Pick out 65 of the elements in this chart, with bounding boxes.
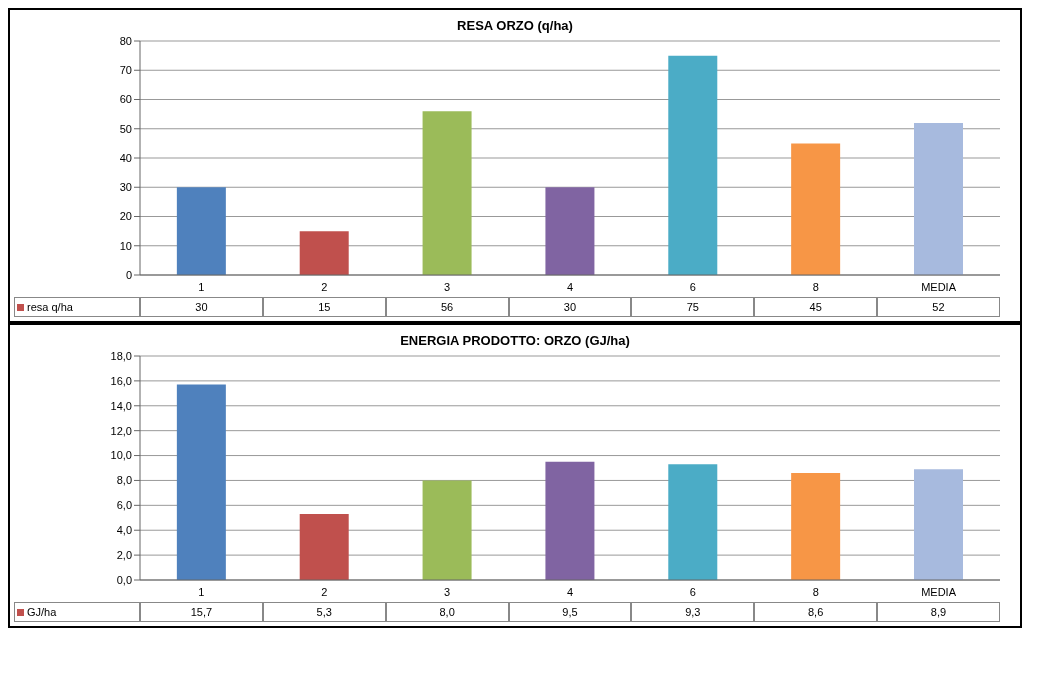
x-tick-label: 2 — [321, 280, 328, 293]
x-tick-label: 8 — [812, 585, 819, 598]
bar — [545, 461, 595, 580]
x-tick-label: 4 — [566, 585, 574, 598]
data-label: 8,9 — [877, 602, 1000, 622]
chart-title: RESA ORZO (q/ha) — [457, 18, 573, 33]
chart-title: ENERGIA PRODOTTO: ORZO (GJ/ha) — [400, 333, 630, 348]
data-label: 45 — [754, 297, 878, 317]
bar — [422, 480, 472, 580]
data-label: 52 — [877, 297, 1000, 317]
x-tick-label: MEDIA — [921, 585, 957, 598]
bar — [914, 122, 963, 275]
legend-label: resa q/ha — [27, 301, 73, 313]
y-tick-label: 12,0 — [110, 424, 132, 437]
bar — [299, 514, 349, 580]
y-tick-label: 10,0 — [110, 449, 132, 462]
legend-label: GJ/ha — [27, 606, 57, 618]
bar — [914, 469, 963, 580]
y-tick-label: 70 — [119, 64, 132, 77]
x-tick-label: MEDIA — [921, 280, 957, 293]
data-label: 9,3 — [631, 602, 755, 622]
y-tick-label: 20 — [119, 210, 132, 223]
x-tick-label: 3 — [444, 280, 451, 293]
data-label: 30 — [140, 297, 263, 317]
data-label: 15 — [262, 297, 386, 317]
y-tick-label: 2,0 — [116, 549, 132, 562]
y-tick-label: 50 — [119, 122, 132, 135]
y-tick-label: 10 — [119, 239, 132, 252]
data-label: 15,7 — [140, 602, 263, 622]
bar — [176, 187, 226, 275]
bar — [422, 111, 472, 275]
x-tick-label: 6 — [689, 585, 696, 598]
y-tick-label: 18,0 — [110, 349, 132, 362]
bar — [791, 472, 841, 580]
x-tick-label: 6 — [689, 280, 696, 293]
y-tick-label: 80 — [119, 34, 132, 47]
data-label: 56 — [385, 297, 509, 317]
bar — [299, 231, 349, 275]
data-label: 5,3 — [262, 602, 386, 622]
y-tick-label: 0,0 — [116, 573, 132, 586]
y-tick-label: 6,0 — [116, 499, 132, 512]
y-tick-label: 60 — [119, 93, 132, 106]
data-label: 75 — [631, 297, 755, 317]
x-tick-label: 1 — [198, 585, 205, 598]
y-tick-label: 14,0 — [110, 399, 132, 412]
y-tick-label: 8,0 — [116, 474, 132, 487]
data-label: 30 — [508, 297, 632, 317]
x-tick-label: 2 — [321, 585, 328, 598]
x-tick-label: 8 — [812, 280, 819, 293]
y-tick-label: 16,0 — [110, 374, 132, 387]
bar — [545, 187, 595, 275]
x-tick-label: 4 — [566, 280, 574, 293]
x-tick-label: 3 — [444, 585, 451, 598]
y-tick-label: 30 — [119, 181, 132, 194]
data-label: 8,6 — [754, 602, 878, 622]
x-tick-label: 1 — [198, 280, 205, 293]
data-label: 8,0 — [385, 602, 509, 622]
y-tick-label: 4,0 — [116, 524, 132, 537]
y-tick-label: 40 — [119, 151, 132, 164]
bar — [176, 384, 226, 580]
bar — [668, 55, 718, 275]
bar — [791, 143, 841, 275]
bar — [668, 464, 718, 580]
data-label: 9,5 — [508, 602, 632, 622]
y-tick-label: 0 — [125, 268, 132, 281]
